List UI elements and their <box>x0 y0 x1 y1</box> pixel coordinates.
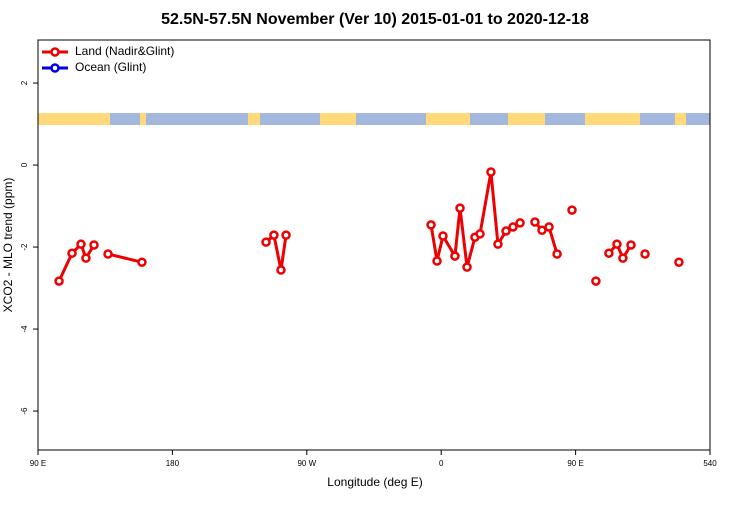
data-point <box>493 239 503 249</box>
data-point <box>626 240 636 250</box>
legend-marker <box>50 47 60 57</box>
data-point <box>455 203 465 213</box>
legend-label: Ocean (Glint) <box>75 60 146 74</box>
data-point <box>281 230 291 240</box>
data-point <box>276 265 286 275</box>
data-point <box>76 239 86 249</box>
data-point <box>640 249 650 259</box>
data-point <box>530 217 540 227</box>
data-point <box>501 226 511 236</box>
data-point <box>462 262 472 272</box>
data-point <box>552 249 562 259</box>
data-point <box>450 251 460 261</box>
x-tick-label: 180 <box>166 459 180 468</box>
data-point <box>54 276 64 286</box>
legend-label: Land (Nadir&Glint) <box>75 44 174 58</box>
data-point <box>486 167 496 177</box>
x-tick-label: 90 W <box>297 459 316 468</box>
data-point <box>674 257 684 267</box>
data-point <box>103 249 113 259</box>
x-tick-label: 90 E <box>567 459 583 468</box>
data-point <box>137 257 147 267</box>
y-tick-label: -2 <box>20 243 29 251</box>
data-point <box>67 248 77 258</box>
y-axis-label: XCO2 - MLO trend (ppm) <box>1 178 15 313</box>
y-tick-label: -4 <box>20 325 29 333</box>
x-tick-label: 90 E <box>30 459 46 468</box>
y-tick-label: 0 <box>20 162 29 167</box>
data-point <box>432 256 442 266</box>
x-axis-label: Longitude (deg E) <box>327 475 422 489</box>
chart-title: 52.5N-57.5N November (Ver 10) 2015-01-01… <box>161 11 589 28</box>
data-line <box>59 172 679 281</box>
x-tick-label: 0 <box>439 459 444 468</box>
y-tick-label: -6 <box>20 407 29 415</box>
data-point <box>508 222 518 232</box>
data-point <box>438 231 448 241</box>
data-point <box>604 248 614 258</box>
data-point <box>269 230 279 240</box>
legend-marker <box>50 63 60 73</box>
data-point <box>618 253 628 263</box>
data-point <box>612 239 622 249</box>
data-point <box>426 220 436 230</box>
data-point <box>515 218 525 228</box>
data-point <box>544 222 554 232</box>
data-point <box>475 229 485 239</box>
data-point <box>567 205 577 215</box>
data-point <box>591 276 601 286</box>
data-point <box>89 240 99 250</box>
data-point <box>81 253 91 263</box>
y-tick-label: 2 <box>20 80 29 85</box>
land-ocean-band <box>38 113 710 125</box>
plot-frame <box>37 39 711 451</box>
data-point <box>537 225 547 235</box>
data-point <box>261 237 271 247</box>
x-tick-label: 540 <box>703 459 717 468</box>
